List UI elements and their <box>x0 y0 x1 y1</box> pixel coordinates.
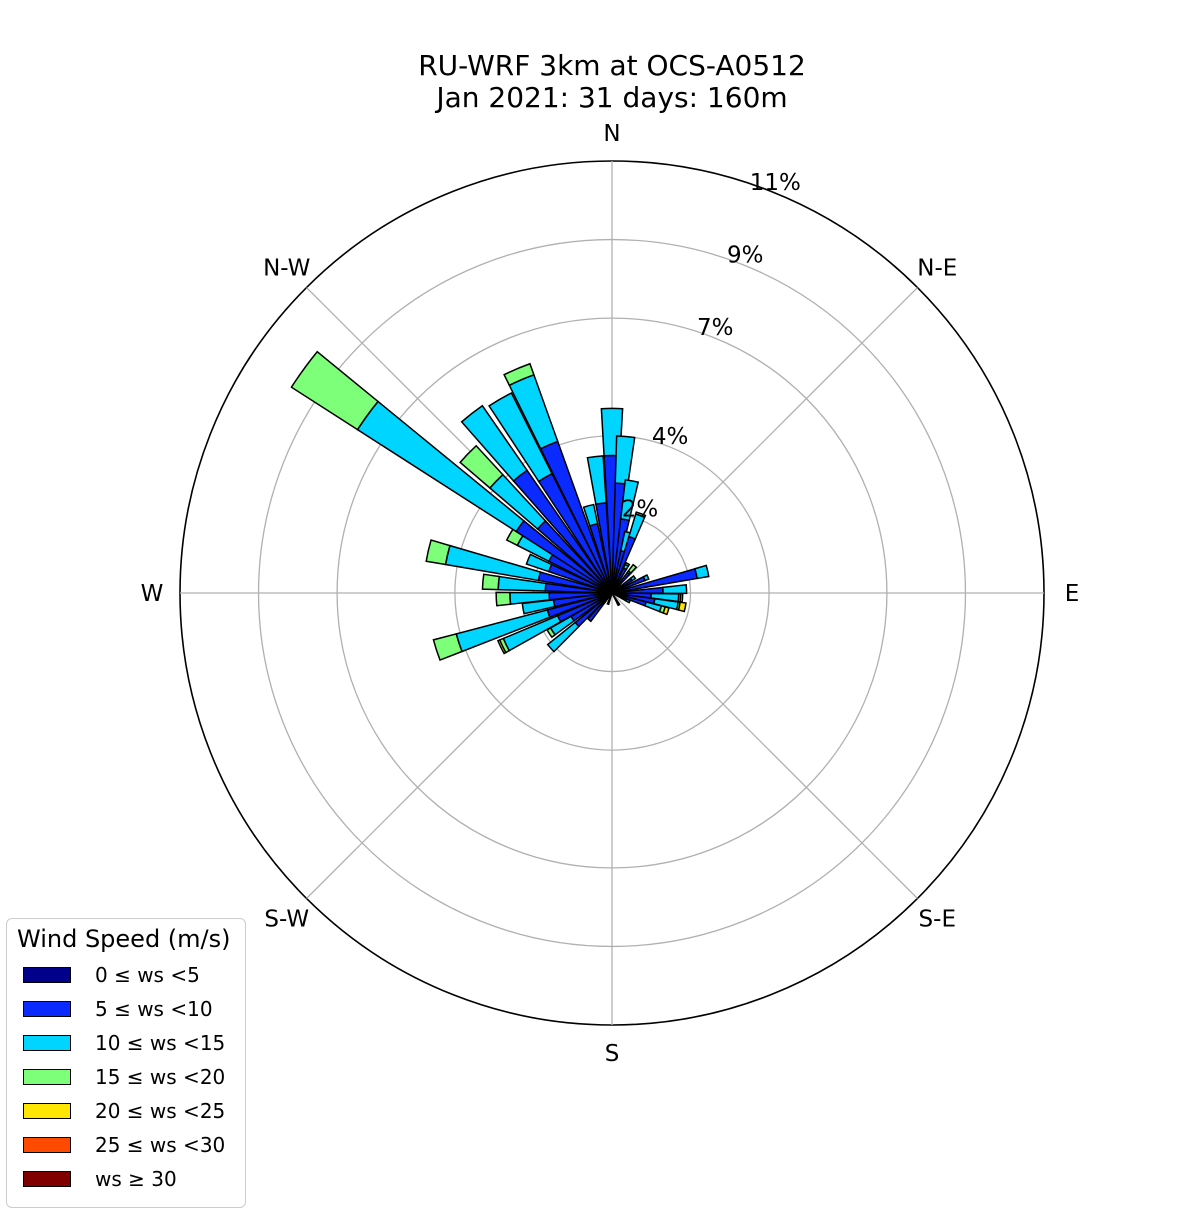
legend-swatch <box>23 1137 71 1153</box>
legend-swatch <box>23 1035 71 1051</box>
direction-label: S-E <box>919 906 956 932</box>
direction-label: W <box>141 581 164 607</box>
bar-segment <box>624 561 631 568</box>
axis-labels: N N-E E S-E S S-W W N-W 2% 4% 7% 9% 11% <box>141 121 1080 1067</box>
wind-bars <box>290 350 710 662</box>
bar-segment <box>619 479 640 522</box>
chart-title: RU-WRF 3km at OCS-A0512 <box>418 49 806 82</box>
direction-label: N <box>603 121 620 147</box>
bar-segment <box>624 598 632 604</box>
bar-segment <box>290 350 380 431</box>
legend-swatch <box>23 1103 71 1119</box>
legend-label: ws ≥ 30 <box>95 1167 177 1191</box>
bar-segment <box>586 600 607 623</box>
bar-segment <box>503 362 535 387</box>
bar-segment <box>496 639 507 655</box>
legend-title: Wind Speed (m/s) <box>17 925 231 953</box>
bar-segment <box>525 553 553 573</box>
legend-swatch <box>23 1171 71 1187</box>
grid-spoke <box>611 287 918 594</box>
bar-segment <box>459 444 504 490</box>
bar-segment <box>481 573 501 591</box>
direction-label: N-W <box>263 256 310 282</box>
legend-label: 10 ≤ ws <15 <box>95 1031 226 1055</box>
grid-spoke <box>611 592 918 899</box>
bar-segment <box>460 404 529 482</box>
bar-segment <box>642 573 650 582</box>
bar-segment <box>488 392 554 483</box>
legend-label: 5 ≤ ws <10 <box>95 997 213 1021</box>
radial-tick-label: 9% <box>727 242 764 268</box>
legend-label: 20 ≤ ws <25 <box>95 1099 226 1123</box>
legend-swatch <box>23 1069 71 1085</box>
bar-segment <box>662 606 670 616</box>
bar-segment <box>693 564 710 580</box>
radial-tick-label: 11% <box>750 170 801 196</box>
bar-segment <box>679 593 684 603</box>
bar-segment <box>677 601 687 613</box>
radial-tick-label: 4% <box>652 424 689 450</box>
bar-segment <box>425 539 451 566</box>
bar-segment <box>495 591 512 607</box>
legend-swatch <box>23 967 71 983</box>
direction-label: E <box>1065 581 1080 607</box>
legend-label: 0 ≤ ws <5 <box>95 963 200 987</box>
direction-label: S-W <box>264 906 309 932</box>
bar-segment <box>582 503 599 527</box>
bar-segment <box>586 455 607 505</box>
legend-swatch <box>23 1001 71 1017</box>
bar-segment <box>616 601 621 607</box>
legend-label: 25 ≤ ws <30 <box>95 1133 226 1157</box>
bar-segment <box>629 574 637 582</box>
direction-label: S <box>605 1041 620 1067</box>
bar-segment <box>546 621 580 653</box>
radial-tick-label: 7% <box>697 315 734 341</box>
bar-segment <box>627 563 638 575</box>
legend: Wind Speed (m/s) 0 ≤ ws <5 5 ≤ ws <10 10 ≤… <box>6 918 246 1208</box>
bar-segment <box>661 583 688 595</box>
radial-tick-label: 2% <box>622 496 659 522</box>
legend-label: 15 ≤ ws <20 <box>95 1065 226 1089</box>
direction-label: N-E <box>917 256 957 282</box>
bar-segment <box>614 435 636 486</box>
chart-subtitle: Jan 2021: 31 days: 160m <box>434 81 787 114</box>
bar-segment <box>432 632 463 662</box>
bar-segment <box>606 592 613 606</box>
bar-segment <box>634 511 647 519</box>
